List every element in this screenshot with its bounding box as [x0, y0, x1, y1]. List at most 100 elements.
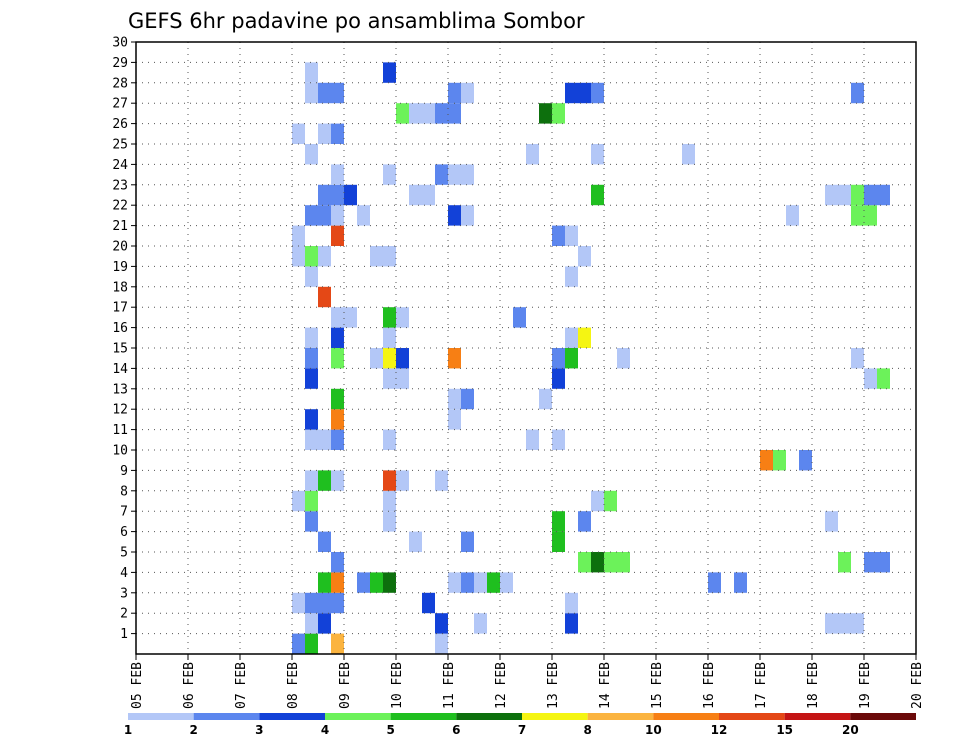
colorbar-swatch — [325, 713, 391, 720]
y-tick-label: 5 — [120, 546, 128, 561]
colorbar-label: 12 — [711, 723, 728, 737]
x-tick-label: 09 FEB — [338, 662, 353, 709]
cell — [760, 450, 773, 471]
cell — [383, 572, 396, 593]
cell — [825, 511, 838, 532]
x-tick-label: 07 FEB — [234, 662, 249, 709]
cell — [773, 450, 786, 471]
cell — [448, 388, 461, 410]
x-tick-label: 11 FEB — [442, 662, 457, 709]
colorbar: 1 2 3 4 5 6 7 8 10 12 15 20 — [124, 713, 916, 737]
cell — [331, 123, 344, 144]
cell — [331, 164, 344, 185]
cell — [396, 103, 409, 124]
cell — [604, 552, 617, 573]
cell — [422, 103, 435, 124]
x-tick-label: 08 FEB — [286, 662, 301, 709]
cell — [383, 368, 396, 389]
cell — [552, 348, 565, 369]
cell — [331, 225, 344, 246]
cell — [617, 348, 630, 369]
cell — [370, 246, 383, 267]
cell — [435, 103, 448, 124]
cell — [370, 572, 383, 593]
y-tick-label: 10 — [112, 444, 128, 459]
cell — [825, 613, 838, 634]
cell — [461, 164, 474, 185]
cell — [565, 225, 578, 246]
cell — [383, 511, 396, 532]
y-tick-label: 22 — [112, 199, 128, 214]
cell — [838, 552, 851, 573]
cell — [591, 82, 604, 104]
cell — [331, 348, 344, 369]
colorbar-swatch — [784, 713, 851, 720]
cell — [734, 572, 747, 593]
cell — [435, 613, 448, 634]
cell — [331, 572, 344, 593]
x-tick-label: 17 FEB — [754, 662, 769, 709]
cell — [344, 307, 357, 328]
y-tick-label: 16 — [112, 321, 128, 336]
y-tick-label: 2 — [120, 607, 128, 622]
cell — [318, 286, 331, 308]
colorbar-label: 4 — [321, 723, 329, 737]
y-tick-label: 14 — [112, 362, 128, 377]
colorbar-swatch — [719, 713, 785, 720]
y-tick-label: 11 — [112, 423, 128, 438]
cell — [331, 184, 344, 206]
cell — [565, 348, 578, 369]
cell — [318, 429, 331, 450]
cell — [357, 205, 370, 226]
cell — [292, 490, 305, 512]
y-tick-label: 27 — [112, 97, 128, 112]
cell — [578, 511, 591, 532]
grid-layer — [136, 42, 916, 654]
cell — [435, 164, 448, 185]
cell — [305, 205, 318, 226]
cell — [552, 368, 565, 389]
cell — [370, 348, 383, 369]
cell — [318, 531, 331, 552]
x-tick-label: 19 FEB — [858, 662, 873, 709]
colorbar-swatch — [128, 713, 194, 720]
cell — [331, 327, 344, 348]
cell — [435, 470, 448, 491]
cell — [799, 450, 812, 471]
colorbar-label: 7 — [518, 723, 526, 737]
cell — [331, 592, 344, 614]
colorbar-swatch — [653, 713, 719, 720]
y-tick-label: 18 — [112, 280, 128, 295]
cell — [578, 246, 591, 267]
cell — [851, 205, 864, 226]
cell — [318, 184, 331, 206]
cell — [864, 552, 877, 573]
y-tick-label: 12 — [112, 403, 128, 418]
cell — [292, 592, 305, 614]
colorbar-swatch — [522, 713, 588, 720]
cell — [552, 103, 565, 124]
colorbar-swatch — [259, 713, 325, 720]
cell — [526, 429, 539, 450]
cell — [318, 572, 331, 593]
cell — [461, 82, 474, 104]
cell — [825, 184, 838, 206]
cell — [786, 205, 799, 226]
cell — [305, 429, 318, 450]
cell — [383, 348, 396, 369]
y-tick-label: 24 — [112, 158, 128, 173]
cell — [851, 613, 864, 634]
cell — [578, 327, 591, 348]
x-tick-label: 10 FEB — [390, 662, 405, 709]
colorbar-swatch — [587, 713, 654, 720]
cell — [292, 123, 305, 144]
cell — [305, 613, 318, 634]
cell — [474, 613, 487, 634]
colorbar-swatch — [456, 713, 522, 720]
cell — [877, 184, 890, 206]
cell — [487, 572, 500, 593]
y-tick-label: 23 — [112, 178, 128, 193]
colorbar-label: 5 — [386, 723, 394, 737]
cell — [383, 470, 396, 491]
